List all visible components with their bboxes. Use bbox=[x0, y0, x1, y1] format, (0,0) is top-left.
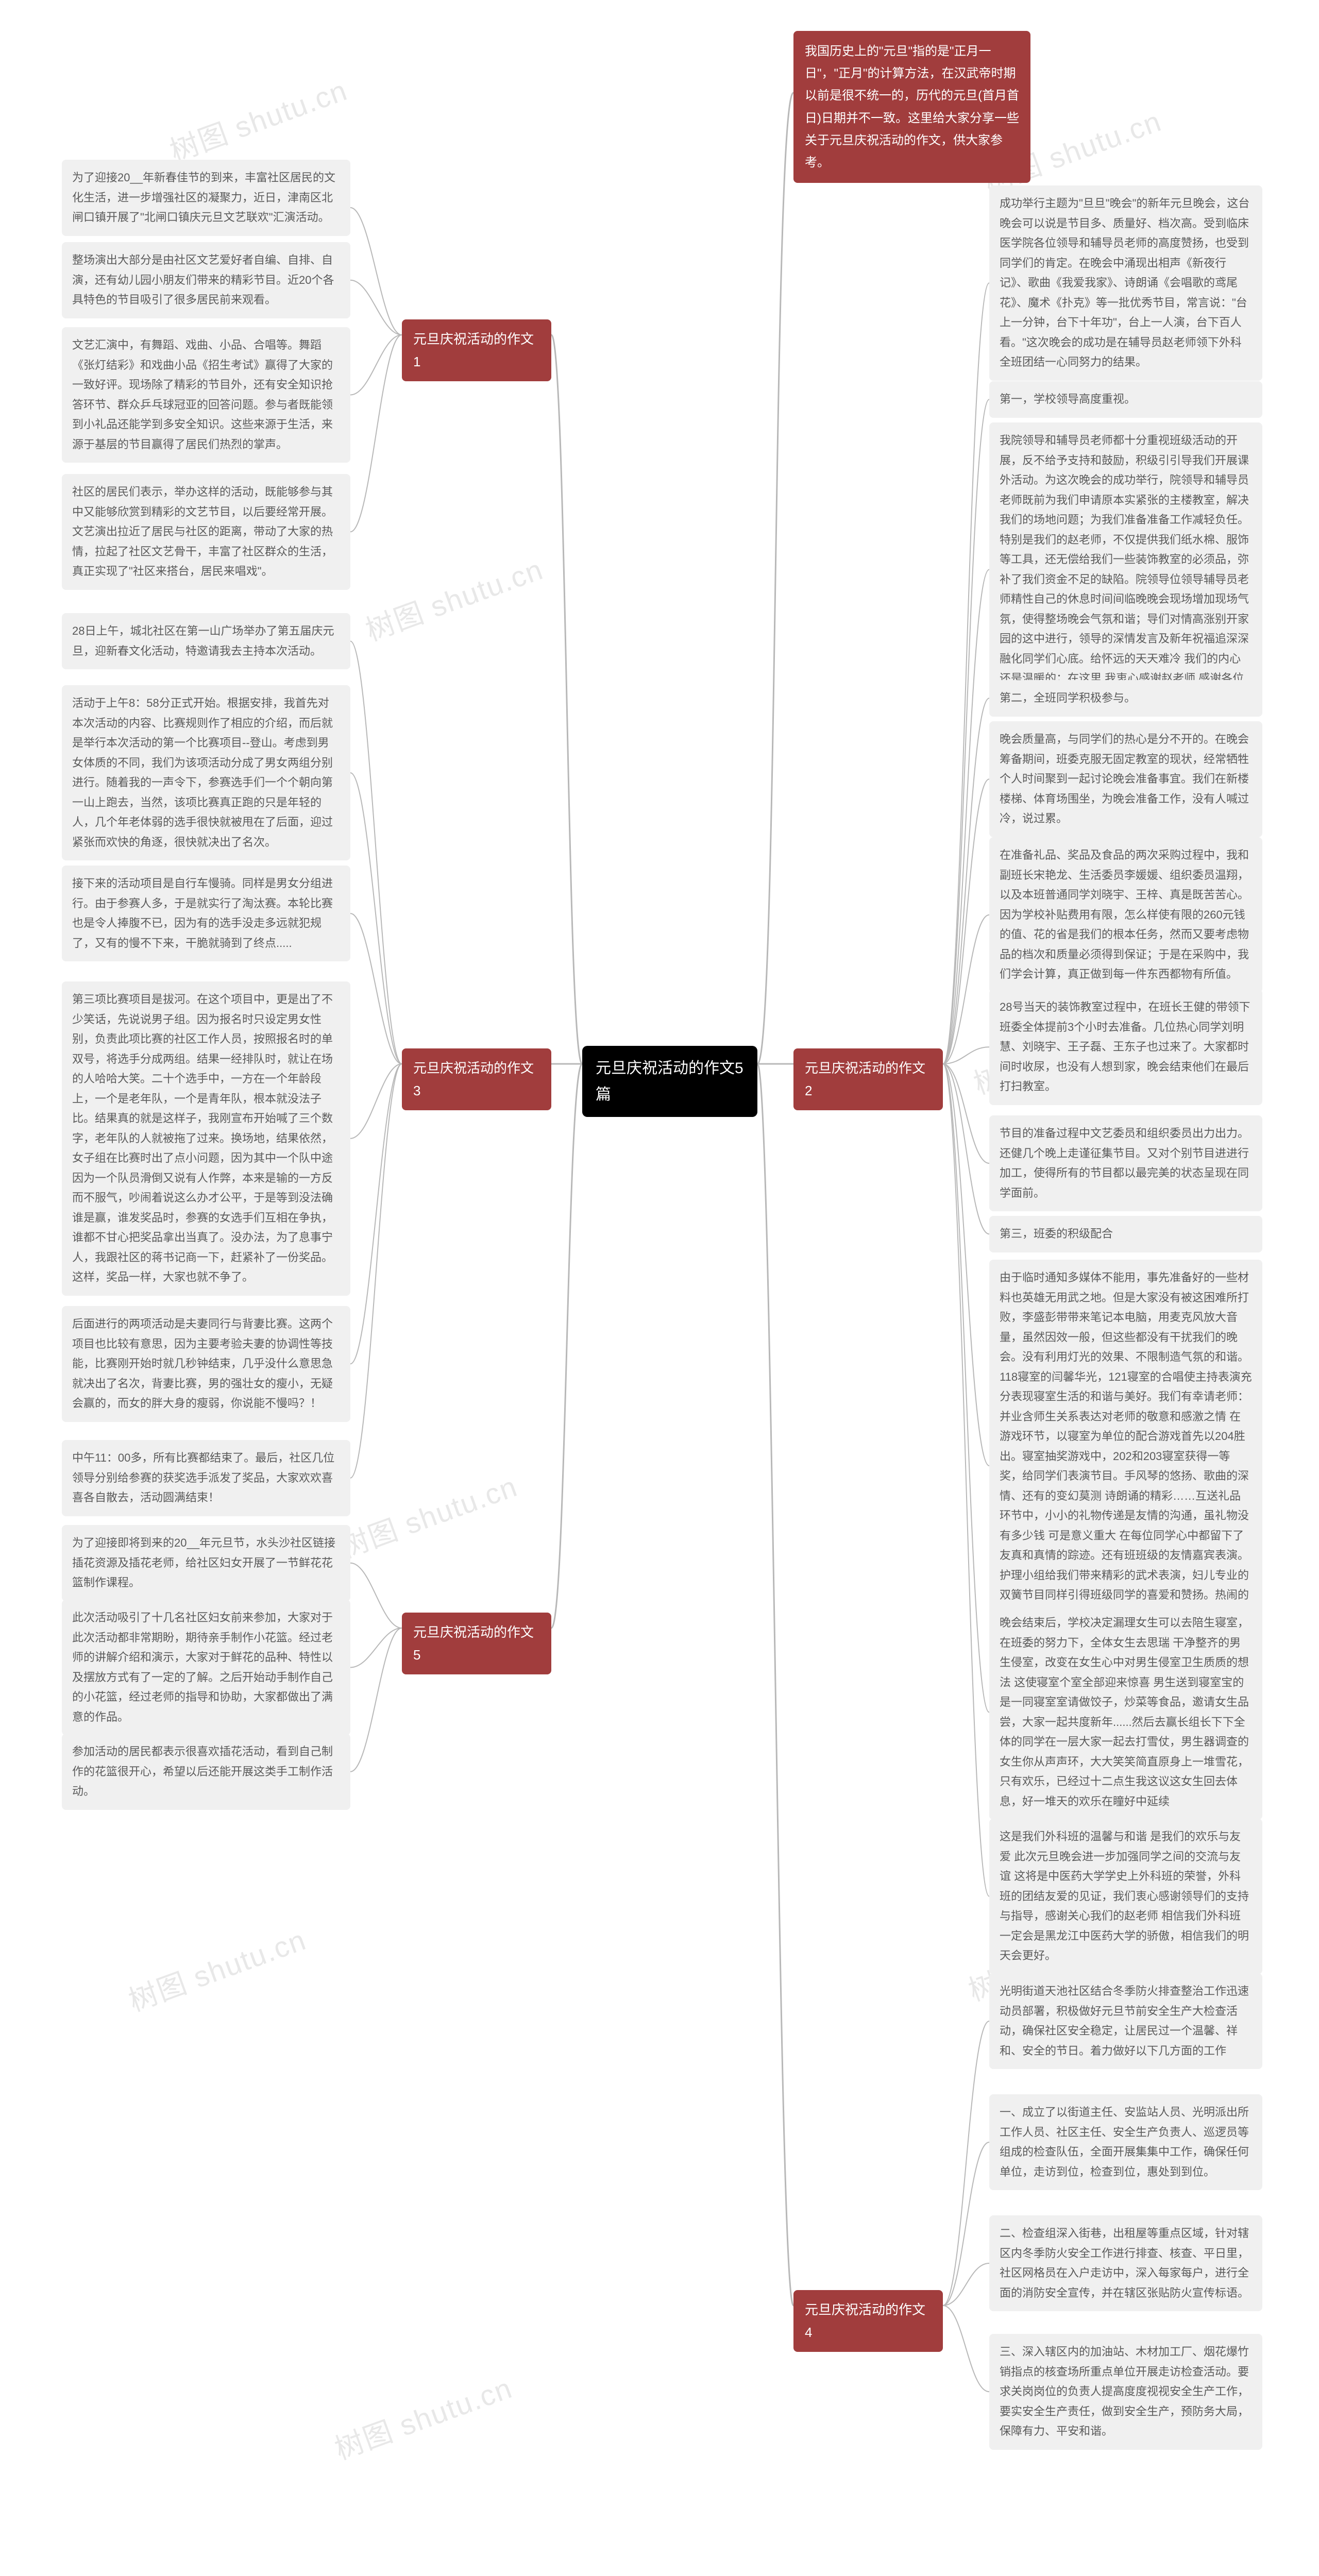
leaf-node: 第一，学校领导高度重视。 bbox=[989, 381, 1262, 418]
intro-node: 我国历史上的"元旦"指的是"正月一日"，"正月"的计算方法，在汉武帝时期以前是很… bbox=[793, 31, 1030, 183]
leaf-node: 这是我们外科班的温馨与和谐 是我们的欢乐与友爱 此次元旦晚会进一步加强同学之间的… bbox=[989, 1819, 1262, 1974]
watermark: 树图 shutu.cn bbox=[333, 1464, 522, 1567]
watermark: 树图 shutu.cn bbox=[122, 1917, 311, 2020]
leaf-node: 三、深入辖区内的加油站、木材加工厂、烟花爆竹销指点的核查场所重点单位开展走访检查… bbox=[989, 2334, 1262, 2450]
leaf-node: 晚会结束后，学校决定漏理女生可以去陪生寝室，在班委的努力下，全体女生去思瑞 干净… bbox=[989, 1605, 1262, 1820]
leaf-node: 节目的准备过程中文艺委员和组织委员出力出力。还健几个晚上走谨征集节目。又对个别节… bbox=[989, 1115, 1262, 1211]
leaf-node: 为了迎接20__年新春佳节的到来，丰富社区居民的文化生活，进一步增强社区的凝聚力… bbox=[62, 160, 350, 236]
leaf-node: 整场演出大部分是由社区文艺爱好者自编、自排、自演，还有幼儿园小朋友们带来的精彩节… bbox=[62, 242, 350, 318]
leaf-node: 二、检查组深入街巷，出租屋等重点区域，针对辖区内冬季防火安全工作进行排查、核查、… bbox=[989, 2215, 1262, 2311]
branch-node: 元旦庆祝活动的作文5 bbox=[402, 1613, 551, 1674]
leaf-node: 晚会质量高，与同学们的热心是分不开的。在晚会筹备期间，班委克服无固定教室的现状，… bbox=[989, 721, 1262, 837]
leaf-node: 参加活动的居民都表示很喜欢插花活动，看到自己制作的花篮很开心，希望以后还能开展这… bbox=[62, 1734, 350, 1810]
branch-node: 元旦庆祝活动的作文4 bbox=[793, 2290, 943, 2352]
leaf-node: 文艺汇演中，有舞蹈、戏曲、小品、合唱等。舞蹈《张灯结彩》和戏曲小品《招生考试》赢… bbox=[62, 327, 350, 463]
leaf-node: 第二，全班同学积极参与。 bbox=[989, 680, 1262, 717]
branch-node: 元旦庆祝活动的作文3 bbox=[402, 1048, 551, 1110]
branch-node: 元旦庆祝活动的作文1 bbox=[402, 319, 551, 381]
leaf-node: 活动于上午8：58分正式开始。根据安排，我首先对本次活动的内容、比赛规则作了相应… bbox=[62, 685, 350, 860]
leaf-node: 光明街道天池社区结合冬季防火排查整治工作迅速动员部署，积极做好元旦节前安全生产大… bbox=[989, 1973, 1262, 2069]
leaf-node: 社区的居民们表示，举办这样的活动，既能够参与其中又能够欣赏到精彩的文艺节目，以后… bbox=[62, 474, 350, 590]
leaf-node: 一、成立了以街道主任、安监站人员、光明派出所工作人员、社区主任、安全生产负责人、… bbox=[989, 2094, 1262, 2190]
leaf-node: 我院领导和辅导员老师都十分重视班级活动的开展，反不给予支持和鼓励，积级引引导我们… bbox=[989, 422, 1262, 717]
branch-node: 元旦庆祝活动的作文2 bbox=[793, 1048, 943, 1110]
leaf-node: 在准备礼品、奖品及食品的两次采购过程中，我和副班长宋艳龙、生活委员李媛媛、组织委… bbox=[989, 837, 1262, 993]
watermark: 树图 shutu.cn bbox=[163, 67, 352, 171]
leaf-node: 为了迎接即将到来的20__年元旦节，水头沙社区链接插花资源及插花老师，给社区妇女… bbox=[62, 1525, 350, 1601]
leaf-node: 此次活动吸引了十几名社区妇女前来参加，大家对于此次活动都非常期盼，期待亲手制作小… bbox=[62, 1600, 350, 1735]
leaf-node: 28日上午，城北社区在第一山广场举办了第五届庆元旦，迎新春文化活动，特邀请我去主… bbox=[62, 613, 350, 669]
watermark: 树图 shutu.cn bbox=[328, 2365, 517, 2468]
leaf-node: 第三项比赛项目是拔河。在这个项目中，更是出了不少笑话，先说说男子组。因为报名时只… bbox=[62, 981, 350, 1296]
leaf-node: 接下来的活动项目是自行车慢骑。同样是男女分组进行。由于参赛人多，于是就实行了淘汰… bbox=[62, 866, 350, 961]
center-node: 元旦庆祝活动的作文5篇 bbox=[582, 1046, 757, 1117]
leaf-node: 中午11：00多，所有比赛都结束了。最后，社区几位领导分别给参赛的获奖选手派发了… bbox=[62, 1440, 350, 1516]
leaf-node: 后面进行的两项活动是夫妻同行与背妻比赛。这两个项目也比较有意思，因为主要考验夫妻… bbox=[62, 1306, 350, 1422]
watermark: 树图 shutu.cn bbox=[359, 547, 548, 650]
leaf-node: 成功举行主题为"旦旦"晚会"的新年元旦晚会，这台晚会可以说是节目多、质量好、档次… bbox=[989, 185, 1262, 381]
leaf-node: 第三，班委的积级配合 bbox=[989, 1216, 1262, 1252]
leaf-node: 28号当天的装饰教室过程中，在班长王健的带领下班委全体提前3个小时去准备。几位热… bbox=[989, 989, 1262, 1105]
